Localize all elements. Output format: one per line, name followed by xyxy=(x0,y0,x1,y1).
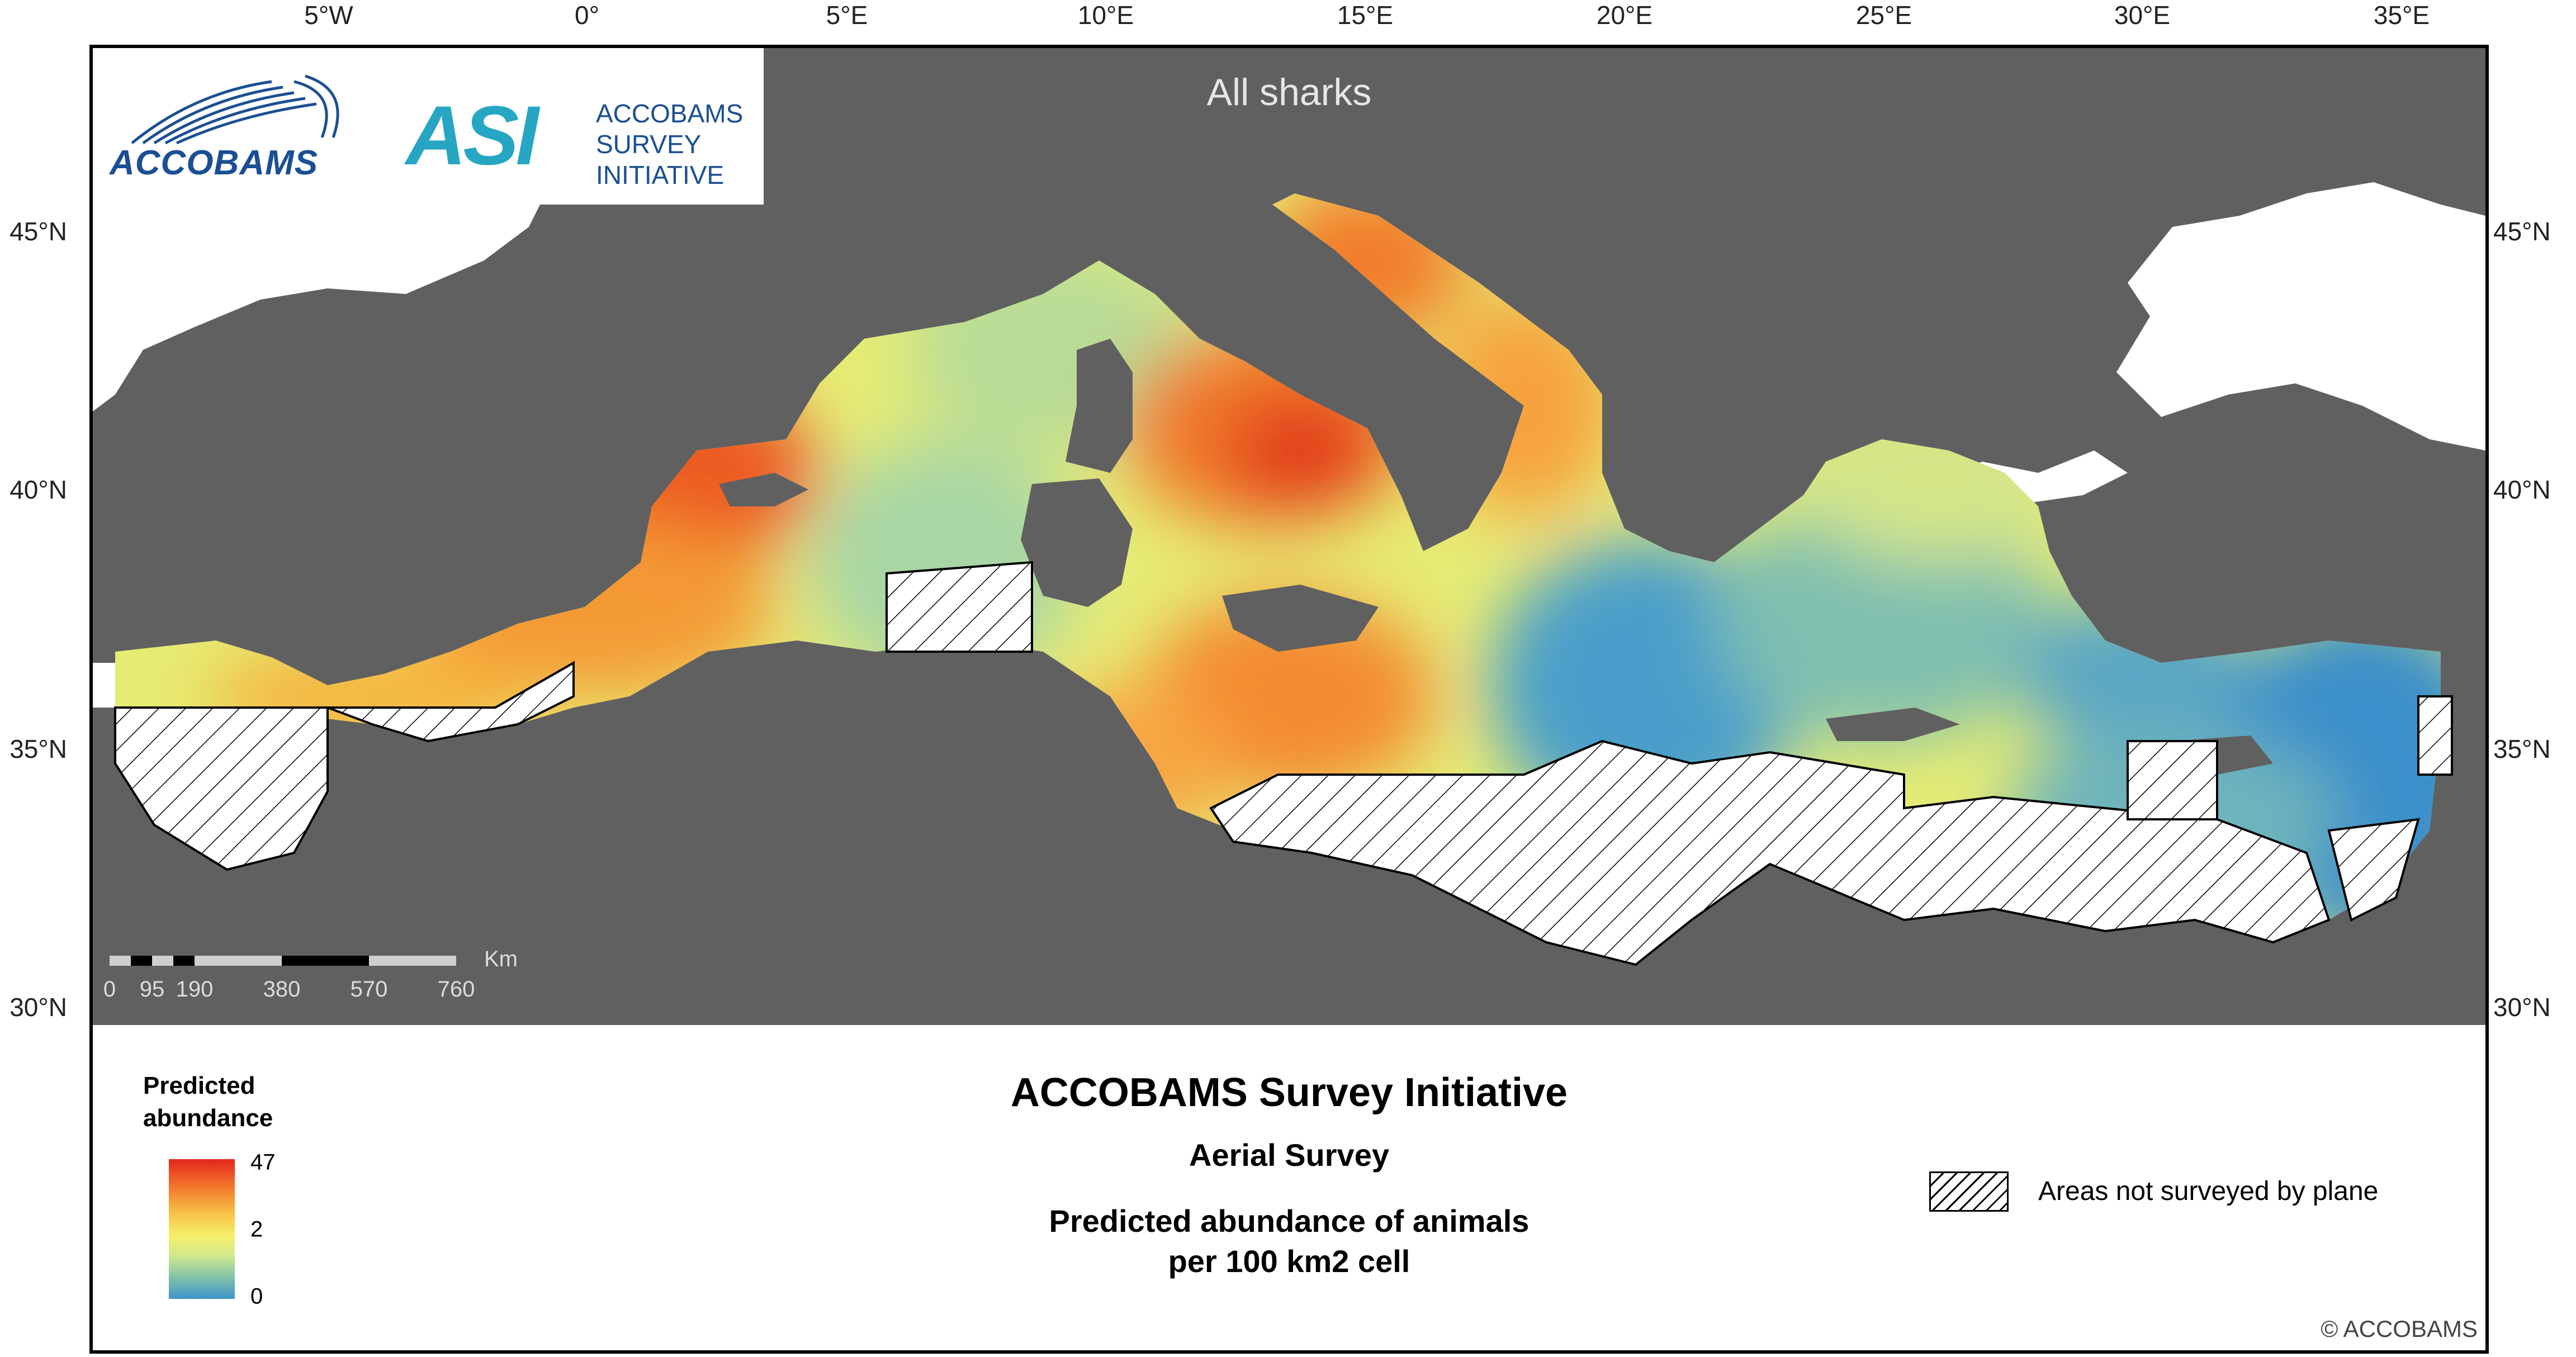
lon-tick: 25°E xyxy=(1855,1,1912,30)
copyright-notice: © ACCOBAMS xyxy=(2321,1316,2478,1342)
asi-logo-line: SURVEY xyxy=(596,130,702,159)
ramp-max-label: 47 xyxy=(250,1150,276,1175)
logo-panel: ACCOBAMS ASI ACCOBAMS SURVEY INITIATIVE xyxy=(93,48,764,205)
hatch-swatch xyxy=(1929,1171,2009,1212)
sardinia-island xyxy=(1021,478,1133,607)
legend-heading-line: Predicted xyxy=(143,1072,255,1099)
scale-label: 190 xyxy=(176,977,214,1002)
lat-tick: 40°N xyxy=(10,475,67,504)
lon-tick: 5°E xyxy=(826,1,868,30)
corsica-island xyxy=(1066,339,1133,473)
lon-tick: 5°W xyxy=(304,1,353,30)
legend-description: per 100 km2 cell xyxy=(1168,1244,1410,1279)
accobams-logo-text: ACCOBAMS xyxy=(110,144,319,182)
sicily-island xyxy=(1222,585,1379,652)
legend-heading-line: abundance xyxy=(143,1104,273,1132)
lat-tick: 35°N xyxy=(10,734,67,763)
unsurveyed-areas xyxy=(114,561,2453,966)
scale-unit: Km xyxy=(484,947,518,971)
accobams-logo-icon xyxy=(131,74,339,145)
ramp-mid-label: 2 xyxy=(250,1217,263,1242)
legend-main-title: ACCOBAMS Survey Initiative xyxy=(1010,1070,1568,1115)
asi-logo-line: ACCOBAMS xyxy=(596,99,744,128)
legend-subtitle: Aerial Survey xyxy=(1189,1137,1389,1173)
lon-tick: 15°E xyxy=(1337,1,1394,30)
black-sea xyxy=(2116,182,2485,450)
lat-tick: 30°N xyxy=(10,993,67,1022)
scale-label: 95 xyxy=(139,977,165,1002)
lat-tick: 45°N xyxy=(10,217,67,246)
lon-tick: 0° xyxy=(575,1,599,30)
lon-tick: 10°E xyxy=(1077,1,1134,30)
crete-island xyxy=(1826,708,1960,741)
lat-tick: 35°N xyxy=(2493,734,2551,763)
mediterranean-map xyxy=(93,48,2485,966)
scale-label: 760 xyxy=(437,977,475,1002)
mallorca-island xyxy=(719,473,808,506)
asi-logo-mark: ASI xyxy=(406,88,539,182)
scale-bar-graphic xyxy=(110,956,456,966)
legend-description: Predicted abundance of animals xyxy=(1049,1203,1530,1239)
legend-panel: Predicted abundance 47 2 0 ACCOBAMS Surv… xyxy=(89,1025,2489,1354)
lon-tick: 30°E xyxy=(2114,1,2171,30)
lat-tick: 45°N xyxy=(2493,217,2551,246)
asi-logo-line: INITIATIVE xyxy=(596,160,724,189)
map-title: All sharks xyxy=(1206,71,1372,113)
lat-tick: 30°N xyxy=(2493,993,2551,1022)
color-ramp xyxy=(169,1159,235,1299)
map-panel[interactable]: All sharks ACCOBAMS ASI ACCOBAMS SURVEY … xyxy=(89,45,2489,1028)
lon-tick: 20°E xyxy=(1596,1,1653,30)
ramp-min-label: 0 xyxy=(250,1284,263,1309)
lat-tick: 40°N xyxy=(2493,475,2551,504)
scale-label: 570 xyxy=(350,977,388,1002)
scale-label: 380 xyxy=(263,977,301,1002)
legend-heading: Predicted abundance xyxy=(143,1070,273,1135)
hatch-label: Areas not surveyed by plane xyxy=(2038,1176,2379,1206)
lon-tick: 35°E xyxy=(2373,1,2430,30)
scale-label: 0 xyxy=(103,977,116,1002)
